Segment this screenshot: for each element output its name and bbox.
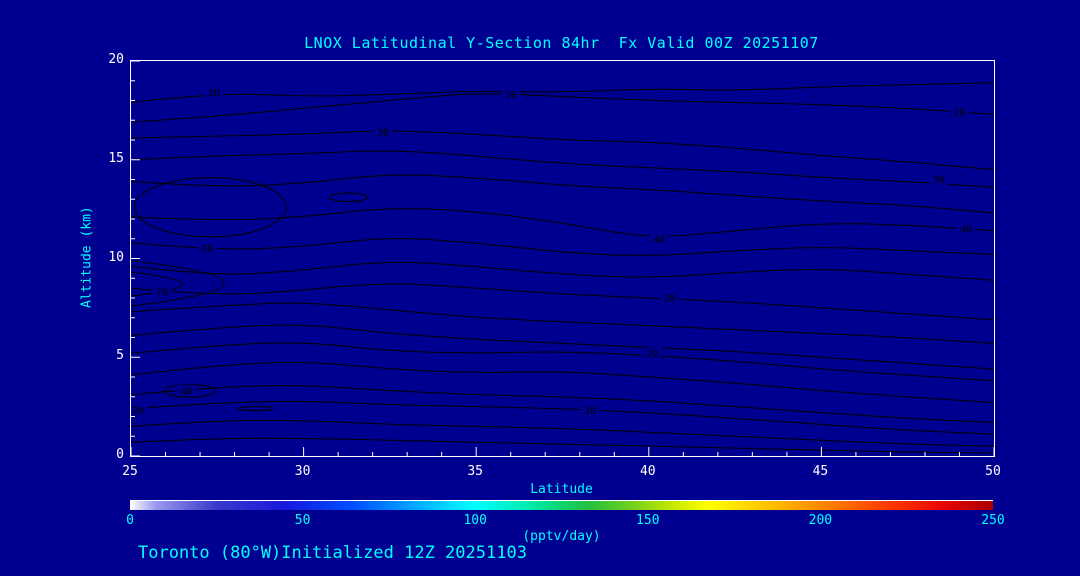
- svg-text:20: 20: [953, 108, 965, 119]
- y-tick-10: 10: [108, 249, 124, 265]
- svg-text:40: 40: [960, 224, 972, 235]
- x-tick-45: 45: [812, 464, 829, 479]
- svg-text:30: 30: [201, 244, 213, 255]
- x-tick-35: 35: [467, 464, 484, 479]
- x-tick-40: 40: [639, 464, 656, 479]
- y-tick-5: 5: [116, 348, 124, 364]
- colorbar: [130, 500, 993, 510]
- svg-text:40: 40: [653, 234, 665, 245]
- svg-text:10: 10: [208, 88, 220, 99]
- colorbar-units-label: (pptv/day): [522, 529, 601, 544]
- svg-text:70: 70: [156, 288, 168, 299]
- svg-text:30: 30: [933, 175, 945, 186]
- x-tick-50: 50: [985, 464, 1001, 479]
- colorbar-tick-0: 0: [126, 513, 134, 528]
- colorbar-tick-200: 200: [808, 513, 833, 528]
- svg-text:20: 20: [646, 349, 658, 360]
- colorbar-tick-100: 100: [463, 513, 487, 528]
- y-tick-0: 0: [116, 447, 124, 462]
- svg-text:20: 20: [505, 90, 517, 101]
- colorbar-tick-50: 50: [294, 513, 311, 528]
- chart-title: LNOX Latitudinal Y-Section 84hr Fx Valid…: [304, 34, 819, 52]
- colorbar-tick-150: 150: [636, 513, 660, 528]
- y-tick-20: 20: [108, 52, 124, 67]
- footer-annotation: Toronto (80°W)Initialized 12Z 20251103: [138, 543, 527, 563]
- svg-text:30: 30: [377, 128, 389, 139]
- contour-plot-canvas: 10 20 20 30 30 40 40 30 70 30 20 40 10 20: [130, 60, 995, 457]
- colorbar-tick-250: 250: [981, 513, 1005, 528]
- x-tick-30: 30: [294, 464, 311, 479]
- svg-text:30: 30: [663, 294, 675, 305]
- svg-text:20: 20: [132, 406, 144, 417]
- x-axis-label: Latitude: [530, 482, 593, 497]
- y-tick-15: 15: [108, 150, 124, 166]
- svg-text:40: 40: [180, 386, 192, 397]
- svg-text:10: 10: [584, 406, 596, 417]
- x-tick-25: 25: [122, 464, 138, 479]
